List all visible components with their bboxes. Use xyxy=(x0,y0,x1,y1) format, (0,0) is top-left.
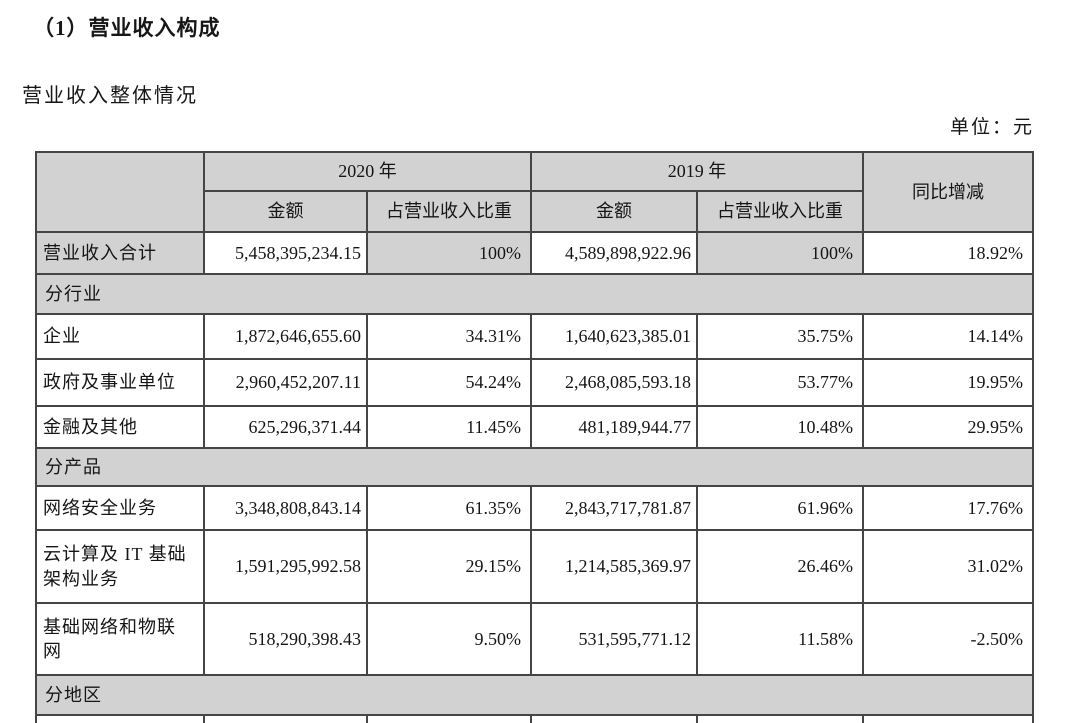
share-2019-cell: 26.46% xyxy=(696,529,864,604)
amount-2020-cell xyxy=(203,714,368,723)
section-title: 分地区 xyxy=(35,674,1034,716)
amount-2019-cell: 4,589,898,922.96 xyxy=(530,231,698,275)
header-amount-2020: 金额 xyxy=(203,190,368,233)
header-yoy: 同比增减 xyxy=(862,151,1034,233)
share-2019-cell: 61.96% xyxy=(696,485,864,531)
yoy-cell: 17.76% xyxy=(862,485,1034,531)
row-label: 云计算及 IT 基础架构业务 xyxy=(35,529,205,604)
amount-2020-cell: 518,290,398.43 xyxy=(203,602,368,676)
section-row-product: 分产品 xyxy=(35,447,1034,487)
table-row-partial xyxy=(35,714,1034,723)
amount-2019-cell: 2,468,085,593.18 xyxy=(530,358,698,407)
amount-2020-cell: 1,872,646,655.60 xyxy=(203,313,368,360)
header-row-years: 2020 年 2019 年 同比增减 xyxy=(35,151,1034,233)
table-row-total: 营业收入合计 5,458,395,234.15 100% 4,589,898,9… xyxy=(35,231,1034,275)
page-title: （1）营业收入构成 xyxy=(33,16,221,40)
section-row-region: 分地区 xyxy=(35,674,1034,716)
row-label: 金融及其他 xyxy=(35,405,205,449)
yoy-cell xyxy=(862,714,1034,723)
share-2020-cell: 9.50% xyxy=(366,602,532,676)
header-year-2020: 2020 年 xyxy=(203,151,532,192)
amount-2020-cell: 2,960,452,207.11 xyxy=(203,358,368,407)
share-2019-cell: 11.58% xyxy=(696,602,864,676)
amount-2019-cell: 481,189,944.77 xyxy=(530,405,698,449)
amount-2019-cell: 2,843,717,781.87 xyxy=(530,485,698,531)
share-2019-cell: 53.77% xyxy=(696,358,864,407)
table-row: 网络安全业务 3,348,808,843.14 61.35% 2,843,717… xyxy=(35,485,1034,531)
row-label: 营业收入合计 xyxy=(35,231,205,275)
section-title: 分产品 xyxy=(35,447,1034,487)
header-year-2019: 2019 年 xyxy=(530,151,864,192)
amount-2019-cell: 531,595,771.12 xyxy=(530,602,698,676)
yoy-cell: -2.50% xyxy=(862,602,1034,676)
table-row: 企业 1,872,646,655.60 34.31% 1,640,623,385… xyxy=(35,313,1034,360)
header-share-2019: 占营业收入比重 xyxy=(696,190,864,233)
amount-2019-cell xyxy=(530,714,698,723)
header-row-measures: 金额 占营业收入比重 金额 占营业收入比重 xyxy=(36,190,1033,233)
amount-2019-cell: 1,214,585,369.97 xyxy=(530,529,698,604)
unit-label: 单位：元 xyxy=(949,117,1034,138)
header-corner-cell xyxy=(35,151,205,233)
amount-2020-cell: 3,348,808,843.14 xyxy=(203,485,368,531)
header-share-2020: 占营业收入比重 xyxy=(366,190,532,233)
row-label: 政府及事业单位 xyxy=(35,358,205,407)
yoy-cell: 31.02% xyxy=(862,529,1034,604)
page-subtitle: 营业收入整体情况 xyxy=(22,85,198,107)
table-row: 政府及事业单位 2,960,452,207.11 54.24% 2,468,08… xyxy=(35,358,1034,407)
row-label: 企业 xyxy=(35,313,205,360)
table-row: 云计算及 IT 基础架构业务 1,591,295,992.58 29.15% 1… xyxy=(35,529,1034,604)
share-2019-cell: 100% xyxy=(696,231,864,275)
share-2020-cell: 34.31% xyxy=(366,313,532,360)
share-2019-cell: 10.48% xyxy=(696,405,864,449)
revenue-composition-table: 2020 年 2019 年 同比增减 金额 占营业收入比重 金额 占营业收入比重… xyxy=(35,151,1034,723)
section-row-industry: 分行业 xyxy=(35,273,1034,315)
share-2020-cell: 29.15% xyxy=(366,529,532,604)
row-label: 基础网络和物联网 xyxy=(35,602,205,676)
yoy-cell: 19.95% xyxy=(862,358,1034,407)
header-amount-2019: 金额 xyxy=(530,190,698,233)
table-row: 基础网络和物联网 518,290,398.43 9.50% 531,595,77… xyxy=(35,602,1034,676)
share-2020-cell: 11.45% xyxy=(366,405,532,449)
share-2020-cell: 100% xyxy=(366,231,532,275)
yoy-cell: 18.92% xyxy=(862,231,1034,275)
yoy-cell: 14.14% xyxy=(862,313,1034,360)
amount-2019-cell: 1,640,623,385.01 xyxy=(530,313,698,360)
share-2019-cell: 35.75% xyxy=(696,313,864,360)
share-2020-cell: 54.24% xyxy=(366,358,532,407)
share-2020-cell: 61.35% xyxy=(366,485,532,531)
amount-2020-cell: 625,296,371.44 xyxy=(203,405,368,449)
yoy-cell: 29.95% xyxy=(862,405,1034,449)
share-2019-cell xyxy=(696,714,864,723)
amount-2020-cell: 5,458,395,234.15 xyxy=(203,231,368,275)
row-label: 网络安全业务 xyxy=(35,485,205,531)
table-row: 金融及其他 625,296,371.44 11.45% 481,189,944.… xyxy=(35,405,1034,449)
amount-2020-cell: 1,591,295,992.58 xyxy=(203,529,368,604)
row-label xyxy=(35,714,205,723)
share-2020-cell xyxy=(366,714,532,723)
section-title: 分行业 xyxy=(35,273,1034,315)
